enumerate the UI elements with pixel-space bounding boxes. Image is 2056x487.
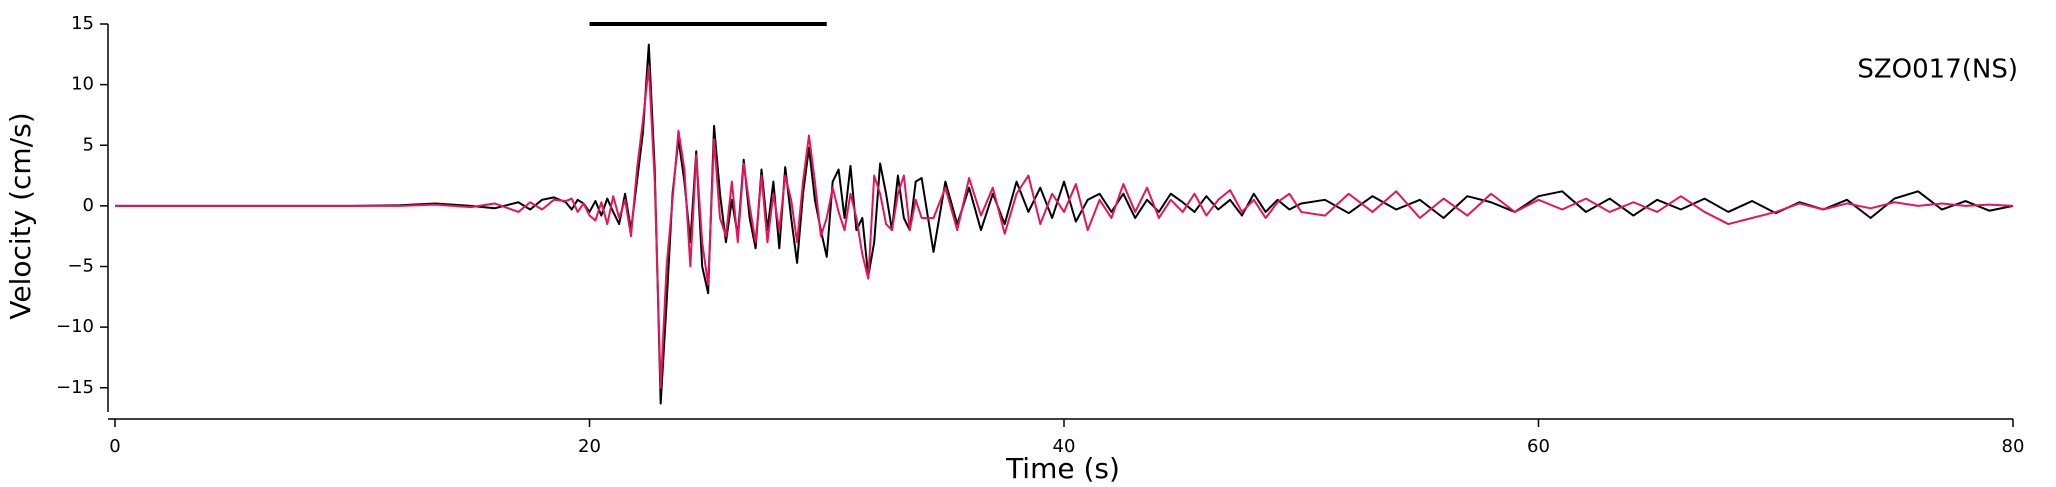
waveform xyxy=(115,65,2014,389)
y-tick-label: −5 xyxy=(67,256,94,277)
x-tick-label: 0 xyxy=(109,436,120,457)
station-label: SZO017(NS) xyxy=(1857,55,2018,85)
x-axis-label: Time (s) xyxy=(1005,452,1120,485)
y-axis-label: Velocity (cm/s) xyxy=(4,112,37,319)
y-tick-label: −10 xyxy=(56,316,94,337)
y-tick-label: 5 xyxy=(83,134,94,155)
y-tick-label: 10 xyxy=(71,74,94,95)
x-tick-label: 60 xyxy=(1527,436,1550,457)
x-tick-label: 20 xyxy=(578,436,601,457)
x-tick-label: 80 xyxy=(2002,436,2025,457)
x-tick-label: 40 xyxy=(1053,436,1076,457)
y-tick-label: 15 xyxy=(71,13,94,34)
y-tick-label: −15 xyxy=(56,377,94,398)
y-tick-label: 0 xyxy=(83,195,94,216)
